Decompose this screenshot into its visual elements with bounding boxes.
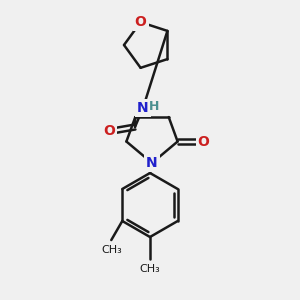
Text: N: N (146, 156, 158, 170)
Text: O: O (135, 15, 146, 29)
Text: O: O (103, 124, 115, 138)
Text: CH₃: CH₃ (140, 264, 160, 274)
Text: O: O (198, 134, 209, 148)
Text: CH₃: CH₃ (101, 245, 122, 255)
Text: H: H (149, 100, 159, 113)
Text: N: N (137, 101, 149, 115)
